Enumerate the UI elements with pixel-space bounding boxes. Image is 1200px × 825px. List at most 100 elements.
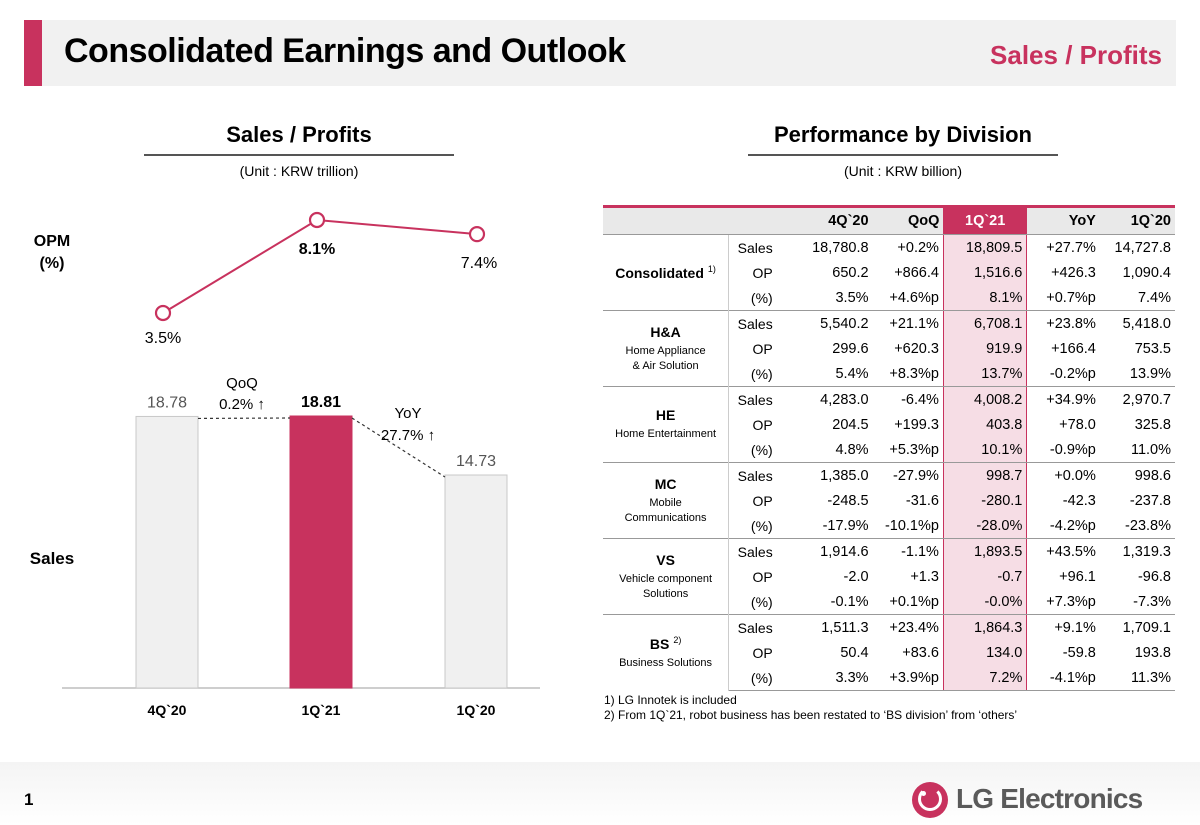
- table-cell: +23.8%: [1026, 310, 1100, 336]
- table-cell: 299.6: [832, 340, 869, 357]
- opm-point: [308, 211, 326, 229]
- lg-logo-ring: [918, 787, 942, 811]
- table-cell: -42.3: [1062, 492, 1096, 509]
- table-cell: 18,780.8: [812, 239, 869, 256]
- table-cell: +0.0%: [1026, 462, 1100, 488]
- category-label: 1Q`20: [457, 702, 496, 718]
- metric-label: (%): [728, 665, 779, 691]
- col-header-1q20: 1Q`20: [1099, 205, 1175, 235]
- table-cell: -4.2%p: [1026, 513, 1100, 539]
- table-header-row: 4Q`20 QoQ 1Q`21 YoY 1Q`20: [603, 205, 1175, 235]
- table-cell: 6,708.1: [942, 310, 1028, 336]
- table-cell: 10.1%: [942, 437, 1028, 463]
- category-label: 1Q`21: [302, 702, 341, 718]
- table-cell: -248.5: [827, 492, 869, 509]
- table-row: (%) 3.5% +4.6%p 8.1% +0.7%p 7.4%: [603, 285, 1175, 311]
- sales-bar: [289, 415, 353, 689]
- opm-value-label: 7.4%: [461, 255, 497, 272]
- table-row: (%) -17.9% -10.1%p -28.0% -4.2%p -23.8%: [603, 513, 1175, 539]
- table-cell: 1,516.6: [942, 260, 1028, 285]
- metric-label: Sales: [728, 614, 779, 640]
- table-cell: -96.8: [1137, 568, 1171, 585]
- header-bar: Consolidated Earnings and Outlook Sales …: [24, 20, 1176, 86]
- division-code: VS: [656, 551, 675, 568]
- division-cell: VS Vehicle component Solutions: [603, 538, 730, 615]
- metric-label: (%): [728, 513, 779, 539]
- table-cell: -59.8: [1062, 644, 1096, 661]
- table-row: OP 650.2 +866.4 1,516.6 +426.3 1,090.4: [603, 260, 1175, 285]
- table-cell: +34.9%: [1026, 386, 1100, 412]
- division-cell: H&A Home Appliance & Air Solution: [603, 310, 730, 387]
- table-cell: 1,319.3: [1099, 538, 1175, 564]
- metric-label: OP: [752, 340, 773, 357]
- metric-label: OP: [752, 644, 773, 661]
- table-cell: +4.6%p: [872, 285, 944, 311]
- table-cell: -2.0: [843, 568, 869, 585]
- footnotes: 1) LG Innotek is included 2) From 1Q`21,…: [604, 693, 1017, 723]
- table-cell: +7.3%p: [1026, 589, 1100, 615]
- table-cell: +166.4: [1051, 340, 1096, 357]
- metric-label: OP: [752, 568, 773, 585]
- table-row: OP 299.6 +620.3 919.9 +166.4 753.5: [603, 336, 1175, 361]
- division-cell: Consolidated 1): [603, 234, 730, 311]
- opm-axis-label-line2: (%): [40, 255, 65, 272]
- sales-value-label: 18.81: [301, 394, 341, 411]
- division-name: Vehicle component Solutions: [619, 572, 713, 600]
- division-code: MC: [654, 475, 677, 492]
- table-cell: -1.1%: [872, 538, 944, 564]
- sales-bar: [444, 474, 508, 689]
- division-name: Mobile Communications: [624, 496, 707, 524]
- yoy-label: YoY: [395, 405, 422, 422]
- col-header-4q20: 4Q`20: [778, 205, 873, 235]
- table-cell: +199.3: [894, 416, 939, 433]
- table-cell: 325.8: [1134, 416, 1171, 433]
- bar-series: 18.78 18.81 14.73: [62, 394, 540, 689]
- table-cell: +78.0: [1059, 416, 1096, 433]
- table-cell: +23.4%: [872, 614, 944, 640]
- table-cell: 753.5: [1134, 340, 1171, 357]
- table-cell: -28.0%: [942, 513, 1028, 539]
- table-cell: -23.8%: [1099, 513, 1175, 539]
- division-code: HE: [655, 407, 676, 423]
- table-cell: 7.4%: [1099, 285, 1175, 311]
- footnote-1: 1) LG Innotek is included: [604, 693, 737, 707]
- table-cell: 18,809.5: [942, 234, 1028, 260]
- lg-logo-icon: [912, 782, 948, 818]
- table-cell: -0.0%: [942, 589, 1028, 615]
- table-cell: +1.3: [910, 568, 939, 585]
- division-name: Home Appliance & Air Solution: [625, 344, 706, 372]
- division-cell: MC Mobile Communications: [603, 462, 730, 539]
- opm-axis-label-line1: OPM: [34, 233, 70, 250]
- table-cell: -0.1%: [778, 589, 873, 615]
- brand-wordmark: LG Electronics: [956, 783, 1143, 814]
- metric-label: Sales: [728, 462, 779, 488]
- table-cell: 204.5: [832, 416, 869, 433]
- footnote-2: 2) From 1Q`21, robot business has been r…: [604, 708, 1018, 722]
- table-cell: 11.0%: [1099, 437, 1175, 463]
- metric-label: (%): [728, 361, 779, 387]
- table-cell: -237.8: [1129, 492, 1171, 509]
- comparison-connectors: [197, 417, 446, 478]
- table-cell: 1,385.0: [778, 462, 873, 488]
- table-cell: 4.8%: [778, 437, 873, 463]
- table-row: (%) 3.3% +3.9%p 7.2% -4.1%p 11.3%: [603, 665, 1175, 691]
- table-metric-header: [728, 205, 779, 235]
- division-footnote-marker: 2): [673, 634, 682, 645]
- sales-value-label: 14.73: [456, 453, 496, 470]
- table-cell: +0.2%: [897, 239, 939, 256]
- metric-label: Sales: [728, 310, 779, 336]
- table-cell: +9.1%: [1026, 614, 1100, 640]
- metric-label: (%): [728, 285, 779, 311]
- opm-line-series: 3.5% 8.1% 7.4%: [145, 211, 497, 347]
- table-cell: +426.3: [1051, 264, 1096, 281]
- table-cell: 2,970.7: [1099, 386, 1175, 412]
- division-cell: HE Home Entertainment: [603, 386, 730, 463]
- table-cell: 3.3%: [778, 665, 873, 691]
- table-row: MC Mobile Communications Sales 1,385.0 -27.9…: [603, 462, 1175, 539]
- table-cell: +83.6: [902, 644, 939, 661]
- col-header-1q21: 1Q`21: [943, 205, 1027, 235]
- table-cell: -4.1%p: [1026, 665, 1100, 691]
- table-cell: -31.6: [905, 492, 939, 509]
- table-cell: 1,709.1: [1099, 614, 1175, 640]
- division-name: Business Solutions: [619, 656, 713, 669]
